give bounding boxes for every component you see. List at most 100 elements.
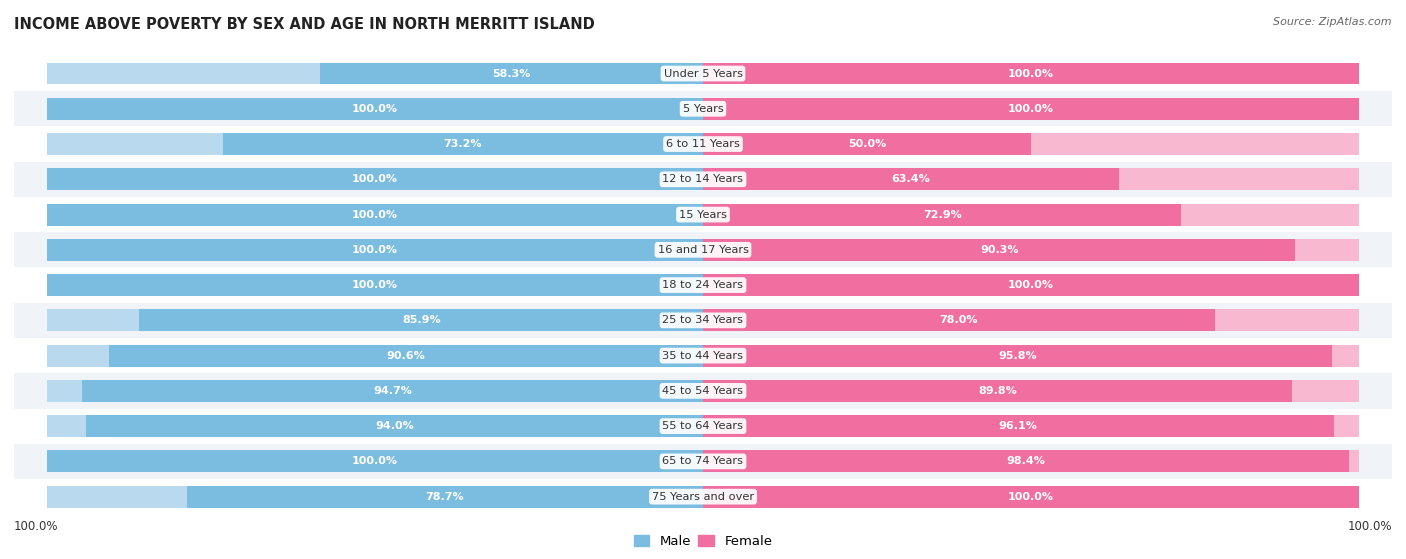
- Bar: [14, 197, 1392, 232]
- Text: 65 to 74 Years: 65 to 74 Years: [662, 456, 744, 466]
- Bar: [703, 310, 1360, 331]
- Bar: [703, 345, 1360, 367]
- Bar: [46, 274, 703, 296]
- Text: 73.2%: 73.2%: [444, 139, 482, 149]
- Bar: [46, 345, 703, 367]
- Bar: [14, 373, 1392, 409]
- Text: 55 to 64 Years: 55 to 64 Years: [662, 421, 744, 431]
- Bar: [703, 345, 1331, 367]
- Bar: [46, 203, 703, 225]
- Text: 5 Years: 5 Years: [683, 104, 723, 114]
- Bar: [14, 162, 1392, 197]
- Text: 100.0%: 100.0%: [1008, 280, 1054, 290]
- Bar: [14, 232, 1392, 267]
- Text: 95.8%: 95.8%: [998, 350, 1036, 361]
- Bar: [14, 444, 1392, 479]
- Bar: [46, 274, 703, 296]
- Text: 15 Years: 15 Years: [679, 210, 727, 220]
- Text: INCOME ABOVE POVERTY BY SEX AND AGE IN NORTH MERRITT ISLAND: INCOME ABOVE POVERTY BY SEX AND AGE IN N…: [14, 17, 595, 32]
- Bar: [46, 168, 703, 190]
- Bar: [14, 267, 1392, 303]
- Text: 12 to 14 Years: 12 to 14 Years: [662, 174, 744, 184]
- Text: 78.7%: 78.7%: [426, 492, 464, 501]
- Bar: [703, 63, 1360, 84]
- Bar: [14, 91, 1392, 126]
- Text: 100.0%: 100.0%: [1008, 492, 1054, 501]
- Text: 100.0%: 100.0%: [352, 280, 398, 290]
- Text: 58.3%: 58.3%: [492, 69, 531, 78]
- Text: 75 Years and over: 75 Years and over: [652, 492, 754, 501]
- Text: 100.0%: 100.0%: [1008, 69, 1054, 78]
- Bar: [86, 415, 703, 437]
- Bar: [14, 479, 1392, 514]
- Bar: [703, 486, 1360, 508]
- Text: 63.4%: 63.4%: [891, 174, 931, 184]
- Bar: [703, 451, 1360, 472]
- Text: 100.0%: 100.0%: [1347, 519, 1392, 533]
- Bar: [703, 239, 1360, 260]
- Bar: [14, 338, 1392, 373]
- Text: 100.0%: 100.0%: [352, 456, 398, 466]
- Bar: [187, 486, 703, 508]
- Bar: [46, 98, 703, 120]
- Text: 16 and 17 Years: 16 and 17 Years: [658, 245, 748, 255]
- Bar: [46, 203, 703, 225]
- Bar: [703, 451, 1348, 472]
- Text: 100.0%: 100.0%: [352, 104, 398, 114]
- Bar: [703, 133, 1360, 155]
- Bar: [222, 133, 703, 155]
- Bar: [703, 98, 1360, 120]
- Bar: [321, 63, 703, 84]
- Bar: [703, 380, 1292, 402]
- Text: 98.4%: 98.4%: [1007, 456, 1045, 466]
- Text: 45 to 54 Years: 45 to 54 Years: [662, 386, 744, 396]
- Bar: [703, 203, 1360, 225]
- Text: 85.9%: 85.9%: [402, 315, 440, 325]
- Bar: [46, 415, 703, 437]
- Text: 25 to 34 Years: 25 to 34 Years: [662, 315, 744, 325]
- Text: 100.0%: 100.0%: [352, 174, 398, 184]
- Bar: [46, 239, 703, 260]
- Bar: [703, 239, 1295, 260]
- Bar: [703, 415, 1360, 437]
- Text: 6 to 11 Years: 6 to 11 Years: [666, 139, 740, 149]
- Bar: [703, 133, 1031, 155]
- Bar: [14, 303, 1392, 338]
- Bar: [46, 133, 703, 155]
- Text: 90.3%: 90.3%: [980, 245, 1018, 255]
- Bar: [14, 126, 1392, 162]
- Text: 35 to 44 Years: 35 to 44 Years: [662, 350, 744, 361]
- Bar: [703, 274, 1360, 296]
- Text: 100.0%: 100.0%: [1008, 104, 1054, 114]
- Text: 90.6%: 90.6%: [387, 350, 425, 361]
- Text: 18 to 24 Years: 18 to 24 Years: [662, 280, 744, 290]
- Text: 100.0%: 100.0%: [352, 210, 398, 220]
- Text: 89.8%: 89.8%: [979, 386, 1017, 396]
- Bar: [703, 310, 1215, 331]
- Bar: [46, 451, 703, 472]
- Bar: [46, 168, 703, 190]
- Bar: [703, 203, 1181, 225]
- Bar: [703, 168, 1360, 190]
- Text: 100.0%: 100.0%: [352, 245, 398, 255]
- Bar: [703, 486, 1360, 508]
- Text: 78.0%: 78.0%: [939, 315, 979, 325]
- Bar: [108, 345, 703, 367]
- Bar: [703, 98, 1360, 120]
- Bar: [46, 98, 703, 120]
- Bar: [46, 451, 703, 472]
- Bar: [703, 168, 1119, 190]
- Bar: [703, 63, 1360, 84]
- Legend: Male, Female: Male, Female: [628, 530, 778, 553]
- Bar: [703, 274, 1360, 296]
- Text: 50.0%: 50.0%: [848, 139, 886, 149]
- Text: 94.0%: 94.0%: [375, 421, 413, 431]
- Bar: [46, 486, 703, 508]
- Bar: [703, 380, 1360, 402]
- Bar: [46, 310, 703, 331]
- Text: 72.9%: 72.9%: [922, 210, 962, 220]
- Bar: [46, 380, 703, 402]
- Bar: [46, 63, 703, 84]
- Text: 96.1%: 96.1%: [998, 421, 1038, 431]
- Bar: [14, 409, 1392, 444]
